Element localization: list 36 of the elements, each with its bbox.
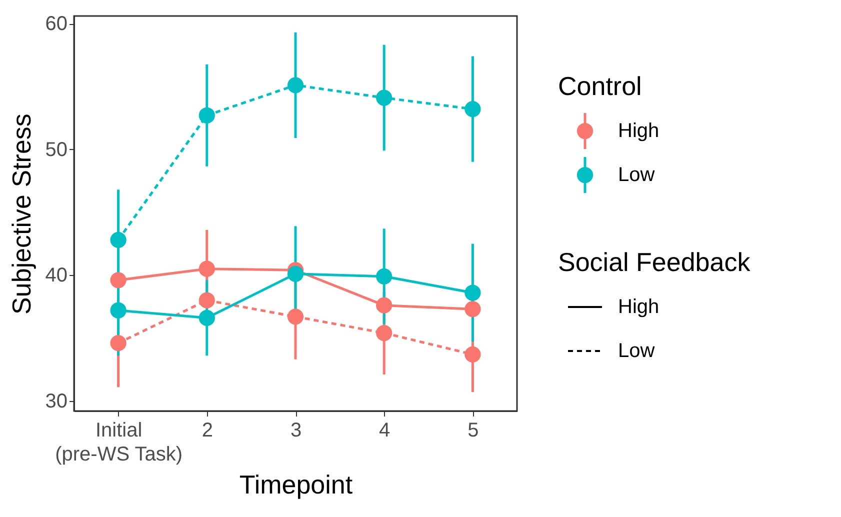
- point: [110, 302, 126, 318]
- point: [198, 310, 215, 326]
- y-tick-label: 60: [45, 13, 68, 36]
- point: [287, 266, 304, 282]
- x-tick-label: Initial (pre-WS Task): [55, 420, 183, 466]
- y-tick-label: 30: [45, 390, 68, 412]
- point: [110, 272, 126, 288]
- text: High: [618, 296, 660, 318]
- x-axis-title: Timepoint: [239, 470, 354, 500]
- text: Control: [558, 71, 642, 101]
- y-axis-title: Subjective Stress: [6, 114, 36, 314]
- point: [198, 260, 215, 277]
- text: Social Feedback: [558, 247, 750, 277]
- x-tick-label: 4: [379, 420, 390, 442]
- legend-label: Low: [618, 164, 656, 186]
- y-tick-label: 40: [45, 264, 68, 287]
- point: [464, 346, 481, 362]
- point: [198, 107, 215, 124]
- y-tick-label: 50: [45, 138, 68, 161]
- x-tick-label: 2: [202, 420, 213, 442]
- point: [376, 324, 392, 342]
- point: [376, 268, 392, 284]
- point: [376, 90, 392, 106]
- point: [110, 335, 126, 352]
- legend-label: High: [618, 120, 660, 142]
- point: [287, 77, 304, 94]
- point: [464, 284, 481, 301]
- point: [376, 297, 392, 314]
- text: Low: [618, 340, 656, 362]
- point: [287, 308, 304, 325]
- point: [110, 232, 126, 248]
- point: [464, 301, 481, 318]
- point: [198, 292, 215, 308]
- x-tick-label: 3: [290, 420, 302, 442]
- x-tick-label: 5: [468, 420, 479, 442]
- point: [464, 101, 481, 118]
